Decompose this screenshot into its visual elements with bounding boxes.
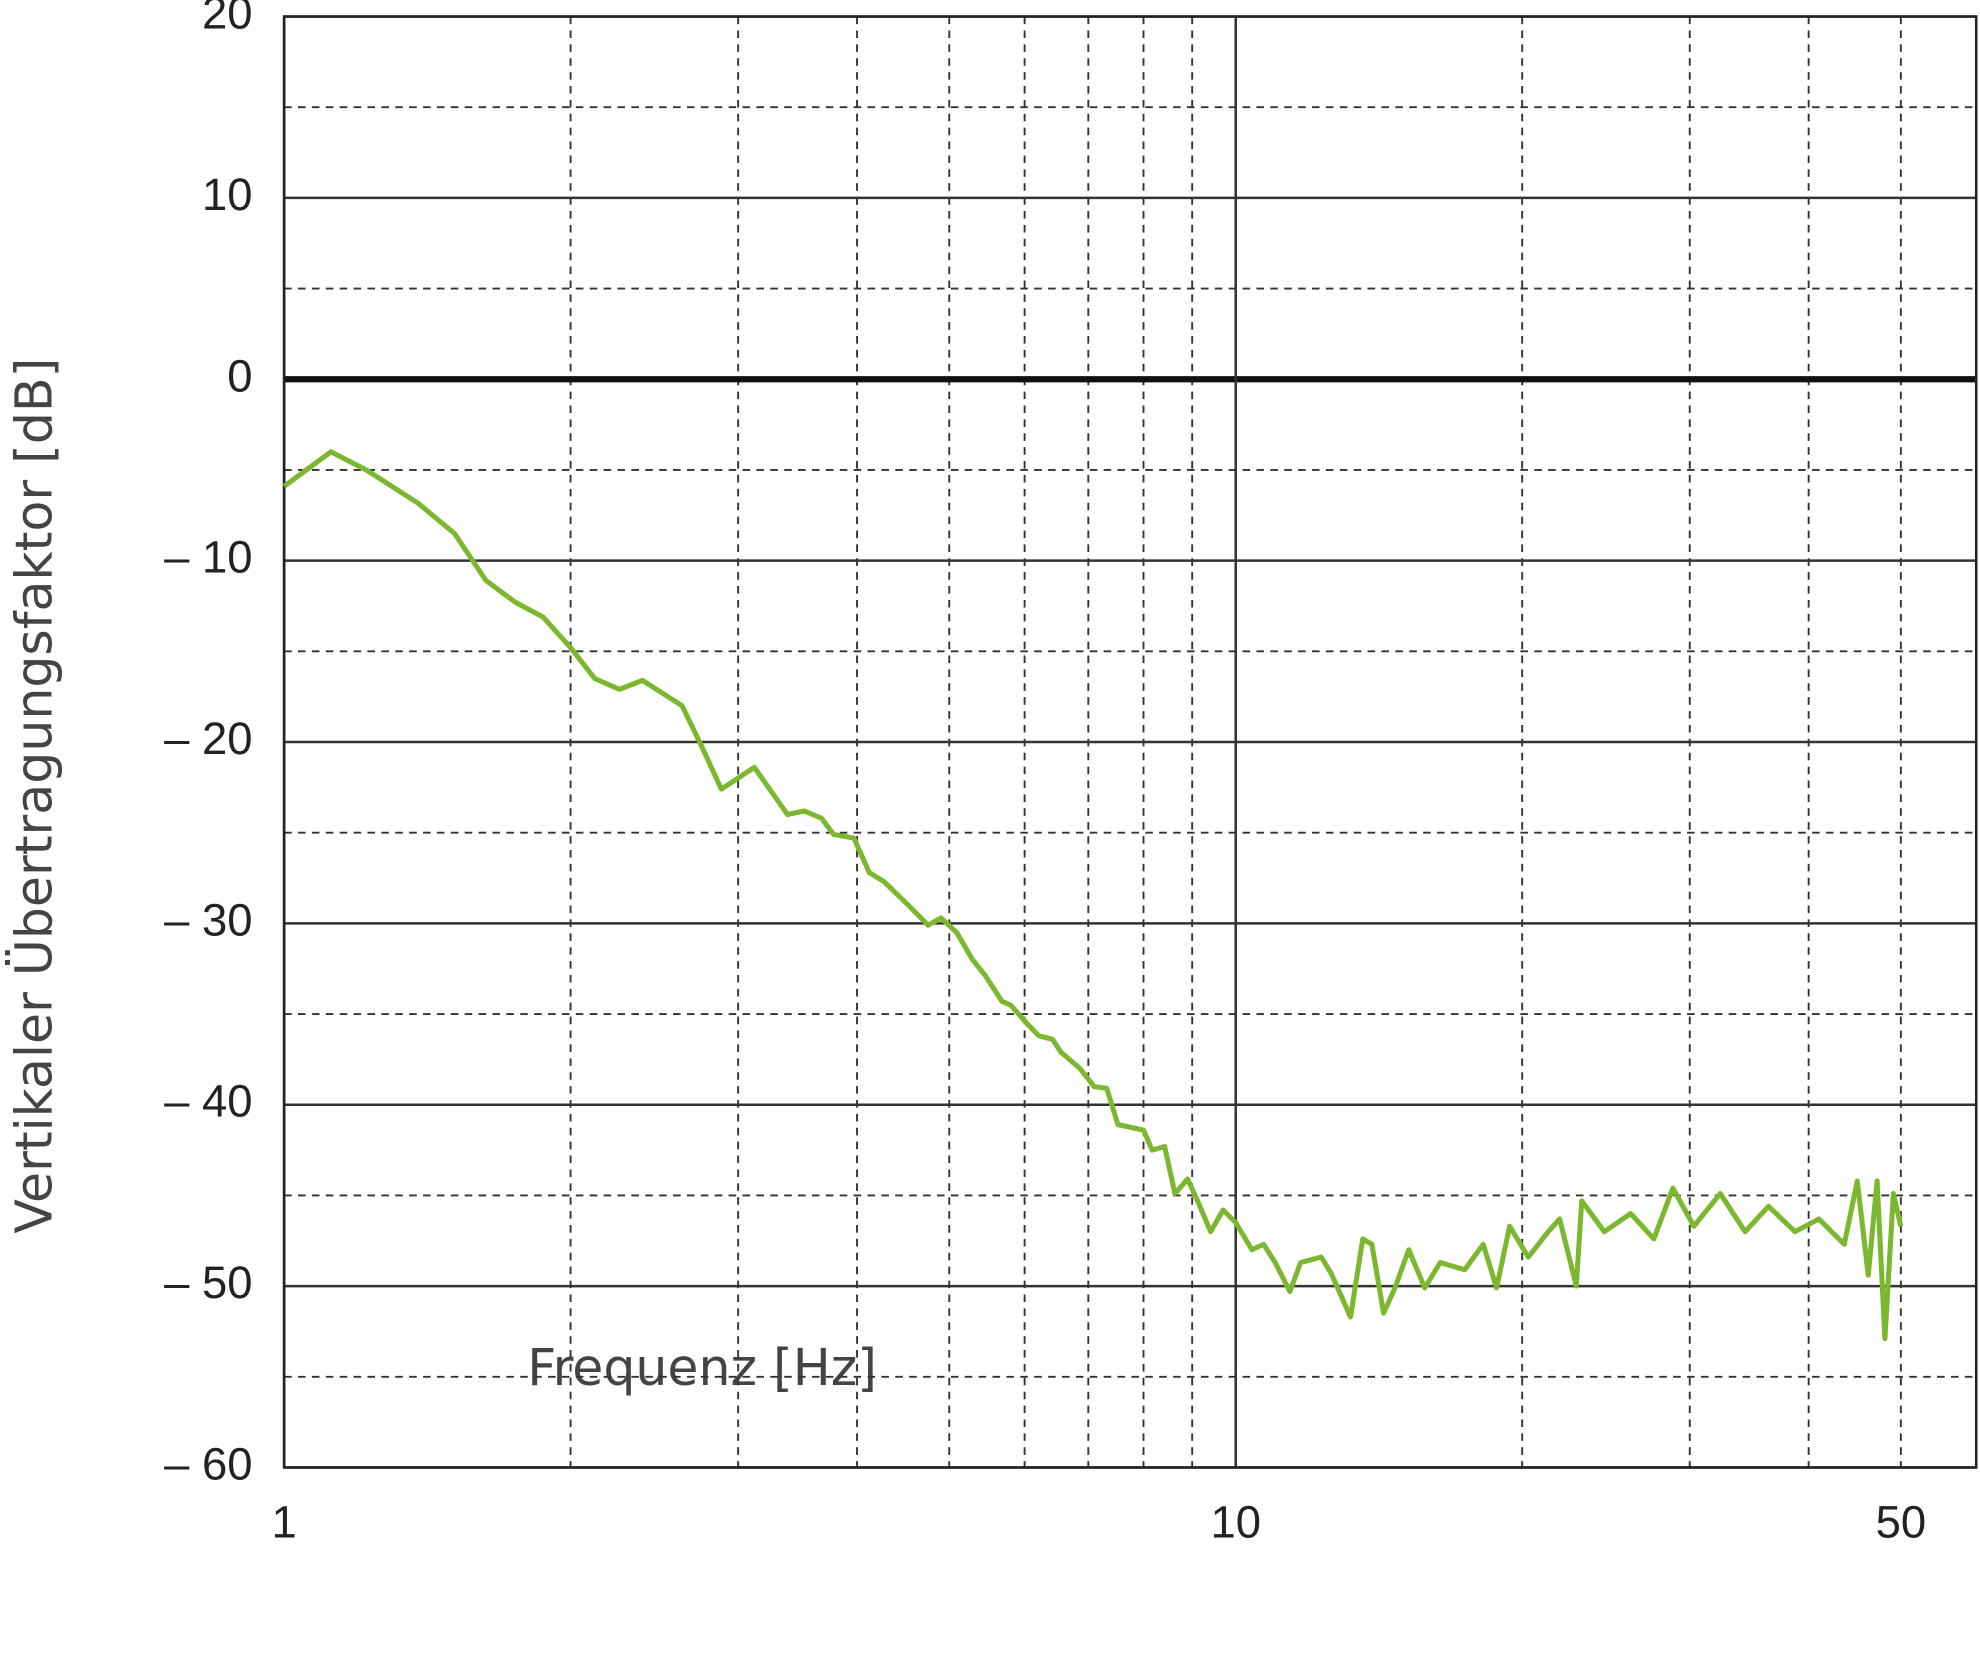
y-tick-label: 10	[202, 169, 253, 220]
y-tick-label: – 10	[164, 532, 252, 583]
x-tick-label: 10	[1210, 1497, 1261, 1548]
x-tick-label: 1	[271, 1497, 296, 1548]
y-tick-label: – 50	[164, 1257, 252, 1308]
y-tick-label: – 30	[164, 894, 252, 945]
y-tick-label: 0	[227, 350, 252, 401]
x-tick-label: 50	[1876, 1497, 1927, 1548]
data-line	[282, 449, 1904, 1342]
plot-frame	[282, 15, 1978, 1469]
y-tick-label: – 20	[164, 713, 252, 764]
y-tick-label: – 40	[164, 1076, 252, 1127]
y-tick-label: 20	[202, 0, 253, 39]
y-tick-label: – 60	[164, 1438, 252, 1489]
y-axis-title: Vertikaler Übertragungsfaktor [dB]	[4, 358, 63, 1234]
x-axis-title: Frequenz [Hz]	[527, 1338, 877, 1397]
